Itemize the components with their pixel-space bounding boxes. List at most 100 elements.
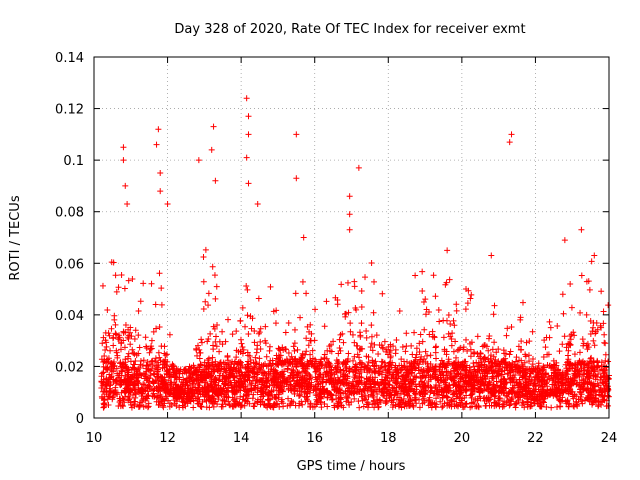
data-point [200,306,207,313]
data-point [310,363,317,370]
data-point [500,390,507,397]
data-point [371,278,378,285]
data-point [348,390,355,397]
data-point [297,314,304,321]
data-point [243,154,250,161]
data-point [422,296,429,303]
data-point [369,347,376,354]
data-point [146,383,153,390]
data-point [272,360,279,367]
data-point [540,399,547,406]
data-point [145,403,152,410]
data-point [490,381,497,388]
data-point [197,349,204,356]
data-point [523,388,530,395]
data-point [515,343,522,350]
data-point [153,398,160,405]
data-point [348,366,355,373]
data-point [292,290,299,297]
data-point [163,351,170,358]
data-point [565,347,572,354]
data-point [347,320,354,327]
data-point [559,377,566,384]
data-point [601,339,608,346]
data-point [540,354,547,361]
data-point [224,387,231,394]
data-point [145,392,152,399]
data-point [445,330,452,337]
data-point [307,374,314,381]
data-point [449,330,456,337]
data-point [343,398,350,405]
data-point [492,392,499,399]
data-point [102,346,109,353]
data-point [99,340,106,347]
data-point [417,390,424,397]
data-point [356,346,363,353]
data-point [269,404,276,411]
y-axis-label: ROTI / TECUs [8,195,23,280]
data-point [560,310,567,317]
data-point [122,182,129,189]
data-point [335,350,342,357]
data-point [213,385,220,392]
data-point [251,364,258,371]
data-point [327,390,334,397]
data-point [204,338,211,345]
data-point [254,200,261,207]
data-point [196,364,203,371]
data-point [555,371,562,378]
data-point [496,397,503,404]
data-point [245,331,252,338]
data-point [423,306,430,313]
data-point [166,390,173,397]
data-point [556,348,563,355]
data-point [126,395,133,402]
x-tick-label: 12 [159,431,176,446]
data-point [160,404,167,411]
data-point [156,323,163,330]
data-point [103,343,110,350]
data-point [440,378,447,385]
data-point [540,363,547,370]
data-point [105,393,112,400]
data-point [508,131,515,138]
data-point [123,388,130,395]
data-point [338,402,345,409]
data-point [187,375,194,382]
data-point [450,367,457,374]
data-point [288,398,295,405]
data-point [585,389,592,396]
data-point [161,364,168,371]
data-point [299,362,306,369]
data-point [135,308,142,315]
data-point [239,344,246,351]
data-point [526,338,533,345]
data-point [516,376,523,383]
data-point [130,349,137,356]
data-point [186,376,193,383]
data-point [216,348,223,355]
data-point [213,363,220,370]
data-point [370,398,377,405]
data-point [447,333,454,340]
data-point [425,378,432,385]
data-point [481,397,488,404]
data-point [596,367,603,374]
data-point [582,375,589,382]
data-point [143,343,150,350]
data-point [108,325,115,332]
data-point [485,335,492,342]
data-point [413,351,420,358]
data-point [381,338,388,345]
data-point [237,393,244,400]
data-point [280,400,287,407]
data-point [278,396,285,403]
data-point [309,347,316,354]
data-point [285,395,292,402]
data-point [148,337,155,344]
data-point [481,342,488,349]
data-point [215,382,222,389]
data-point [99,282,106,289]
data-point [98,373,105,380]
